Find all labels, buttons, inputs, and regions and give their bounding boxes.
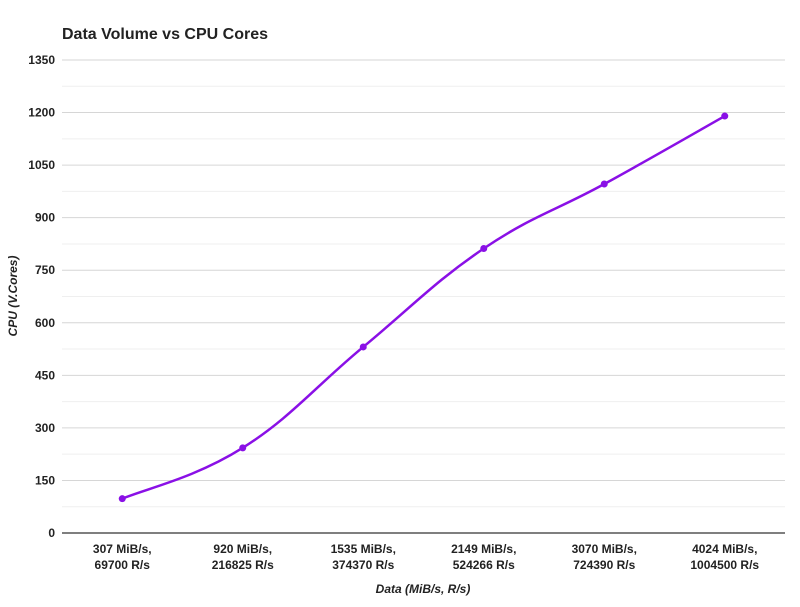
y-tick-label: 0 <box>48 526 55 540</box>
y-tick-label: 600 <box>35 316 55 330</box>
y-axis-label: CPU (V.Cores) <box>6 256 20 337</box>
y-tick-label: 900 <box>35 211 55 225</box>
x-axis-ticks: 307 MiB/s, 69700 R/s 920 MiB/s, 216825 R/s 1… <box>93 542 760 572</box>
data-point <box>480 244 488 252</box>
y-tick-label: 1350 <box>28 53 55 67</box>
y-tick-label: 150 <box>35 473 55 487</box>
data-point <box>359 343 367 351</box>
x-axis-label: Data (MiB/s, R/s) <box>376 582 471 596</box>
y-axis-ticks: 0 150 300 450 600 750 900 1050 1200 1350 <box>28 53 55 540</box>
data-point <box>721 112 729 120</box>
x-tick-label-line: 307 MiB/s, <box>93 542 152 556</box>
y-tick-label: 750 <box>35 263 55 277</box>
x-tick-label: 4024 MiB/s, 1004500 R/s <box>690 542 759 572</box>
x-tick-label-line: 524266 R/s <box>453 558 515 572</box>
y-tick-label: 1200 <box>28 106 55 120</box>
series-line <box>121 114 726 500</box>
y-tick-label: 300 <box>35 421 55 435</box>
y-tick-label: 450 <box>35 368 55 382</box>
x-tick-label-line: 69700 R/s <box>95 558 151 572</box>
y-tick-label: 1050 <box>28 158 55 172</box>
x-tick-label-line: 216825 R/s <box>212 558 274 572</box>
x-tick-label-line: 3070 MiB/s, <box>572 542 637 556</box>
x-tick-label-line: 4024 MiB/s, <box>692 542 757 556</box>
x-tick-label: 3070 MiB/s, 724390 R/s <box>572 542 637 572</box>
x-tick-label-line: 1004500 R/s <box>690 558 759 572</box>
x-tick-label-line: 1535 MiB/s, <box>331 542 396 556</box>
chart-title: Data Volume vs CPU Cores <box>62 26 268 43</box>
x-tick-label-line: 374370 R/s <box>332 558 394 572</box>
gridlines <box>62 59 785 534</box>
data-point <box>239 444 247 452</box>
x-tick-label: 2149 MiB/s, 524266 R/s <box>451 542 516 572</box>
x-tick-label: 1535 MiB/s, 374370 R/s <box>331 542 396 572</box>
data-point <box>118 495 126 503</box>
series-group <box>118 112 729 503</box>
x-tick-label-line: 920 MiB/s, <box>213 542 272 556</box>
x-tick-label-line: 2149 MiB/s, <box>451 542 516 556</box>
x-tick-label-line: 724390 R/s <box>573 558 635 572</box>
x-tick-label: 307 MiB/s, 69700 R/s <box>93 542 152 572</box>
data-point <box>600 180 608 188</box>
x-tick-label: 920 MiB/s, 216825 R/s <box>212 542 274 572</box>
